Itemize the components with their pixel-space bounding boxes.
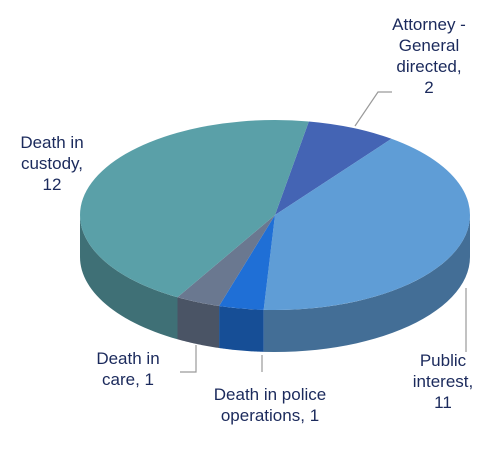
slice — [219, 215, 275, 310]
data-label: Attorney -General directed 2 — [386, 14, 472, 98]
value-label: 1 — [144, 370, 154, 389]
slice — [263, 138, 470, 310]
value-label: 1 — [309, 406, 320, 425]
leader-line — [354, 91, 392, 127]
data-label: Death in custody 12 — [0, 132, 104, 195]
category-label: Death in custody — [20, 133, 83, 173]
slice — [177, 215, 275, 307]
data-label: Death in police operations 1 — [210, 384, 330, 426]
value-label: 11 — [434, 393, 452, 412]
data-label: Death in care 1 — [78, 348, 178, 390]
value-label: 2 — [424, 78, 434, 97]
leader-lines — [180, 91, 467, 373]
slice — [275, 121, 392, 215]
value-label: 12 — [42, 175, 62, 194]
category-label: Public interest — [413, 351, 473, 391]
slice — [80, 120, 309, 298]
slice-side — [263, 215, 470, 352]
data-label: Public interest 11 — [404, 350, 482, 413]
slices — [80, 120, 470, 352]
slice-side — [80, 215, 178, 340]
leader-line — [180, 345, 197, 373]
slice-side — [219, 306, 264, 352]
category-label: Attorney -General directed — [392, 15, 466, 76]
slice-side — [177, 297, 220, 349]
